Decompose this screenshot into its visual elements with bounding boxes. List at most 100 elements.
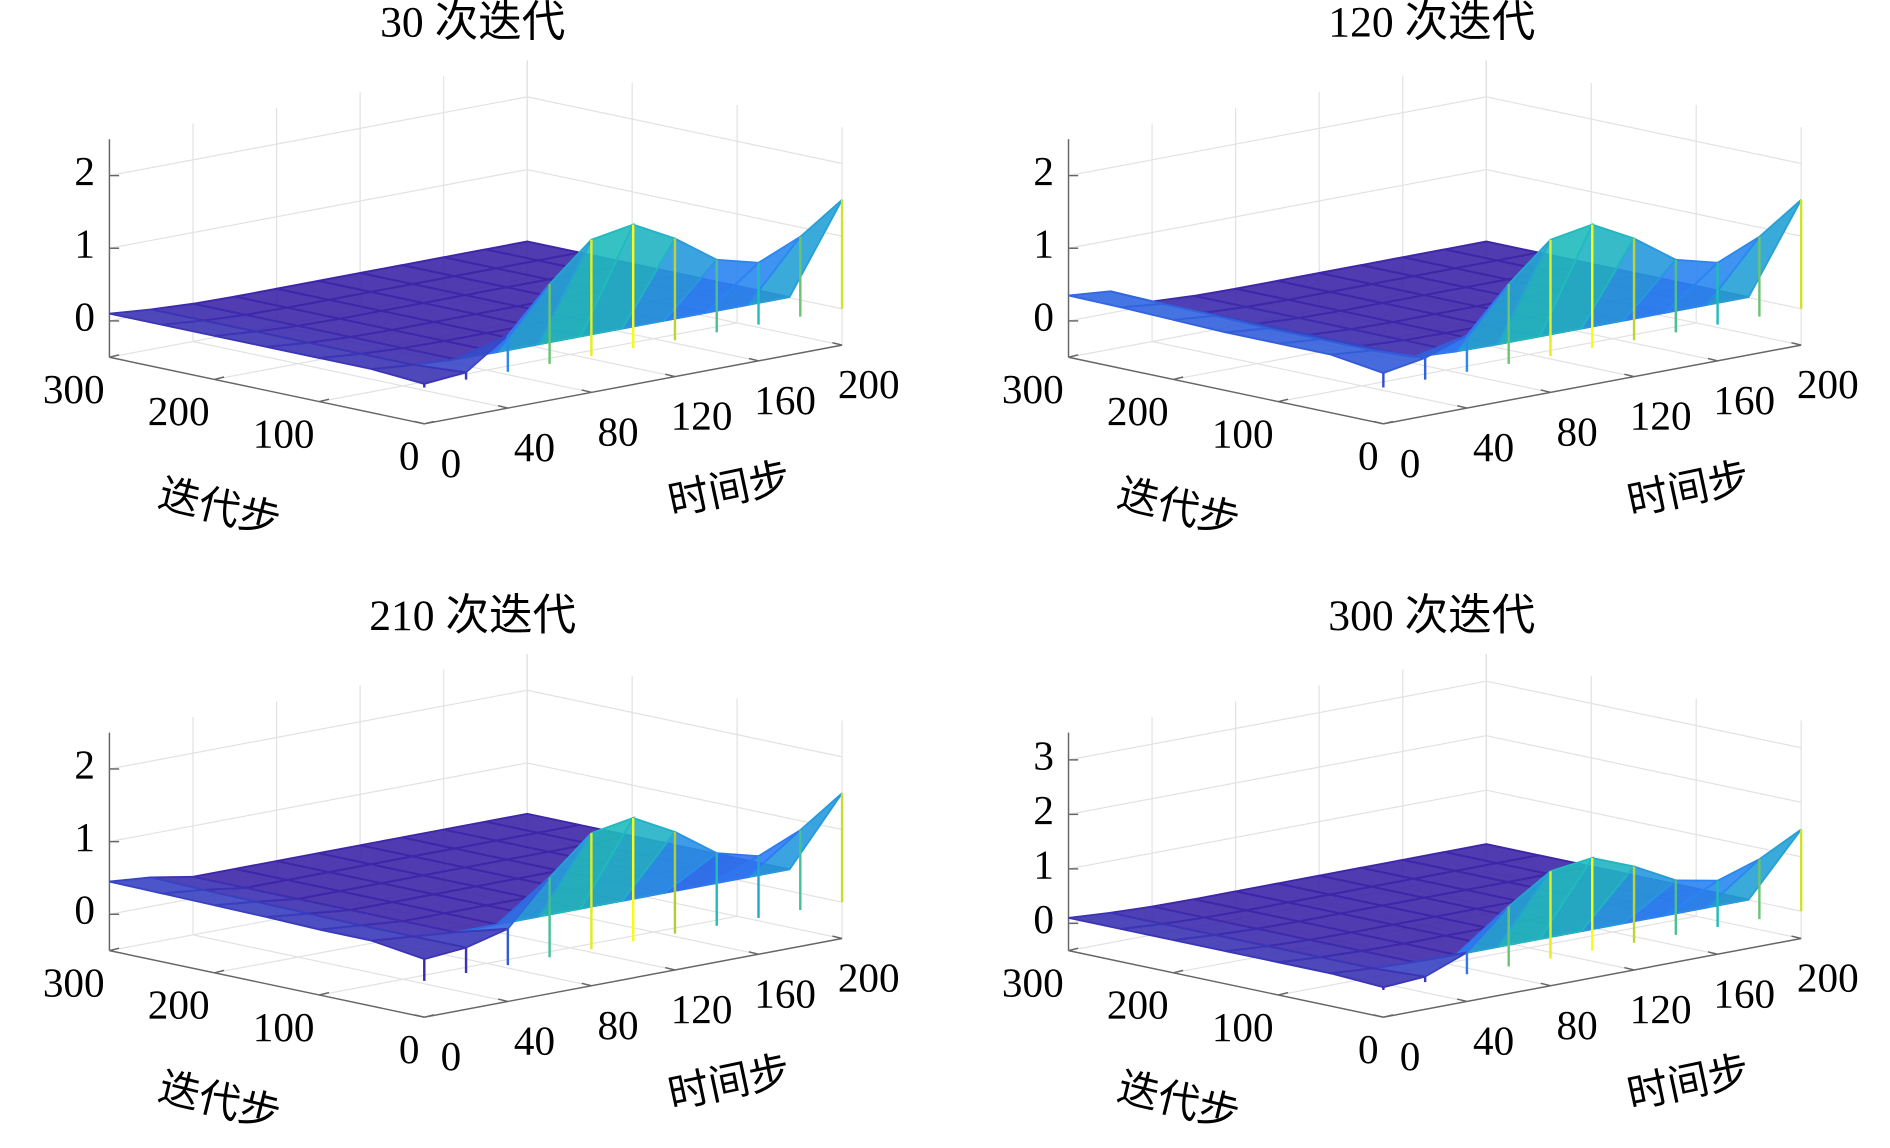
x-tick-label: 120 <box>1630 393 1692 439</box>
y-tick-label: 100 <box>253 410 315 456</box>
y-tick-label: 100 <box>1212 1004 1274 1050</box>
x-tick-label: 80 <box>597 1002 638 1048</box>
tick-mark <box>1278 991 1289 996</box>
grid-line <box>109 168 528 249</box>
tick-mark <box>424 420 435 425</box>
x-tick-label: 40 <box>514 1018 555 1064</box>
y-tick-label: 0 <box>1358 433 1379 479</box>
grid-line <box>1068 96 1487 177</box>
tick-mark <box>319 398 330 403</box>
grid-line <box>1068 789 1487 870</box>
z-tick-label: 1 <box>1033 221 1054 267</box>
y-tick-label: 0 <box>399 433 420 479</box>
panel: 300 次迭代 0 1 2 3 0 100 200 300 0 40 80 120 160 200 迭代步 时间… <box>1002 592 1859 1138</box>
tick-mark <box>1791 341 1802 346</box>
z-tick-label: 3 <box>1033 732 1054 778</box>
tick-mark <box>832 935 843 940</box>
y-axis-label: 迭代步 <box>1113 1063 1244 1138</box>
z-tick-label: 0 <box>74 293 95 339</box>
y-tick-label: 200 <box>148 388 210 434</box>
tick-mark <box>497 404 509 409</box>
axis-line <box>1068 949 1384 1018</box>
grid-line <box>1486 735 1802 803</box>
x-tick-label: 160 <box>754 377 816 423</box>
axis-line <box>109 949 425 1018</box>
x-tick-label: 0 <box>441 1033 462 1079</box>
x-tick-label: 80 <box>597 408 638 454</box>
grid-line <box>527 689 843 758</box>
grid-line <box>109 762 528 843</box>
y-tick-label: 100 <box>1212 410 1274 456</box>
x-axis-label: 时间步 <box>1623 454 1753 525</box>
z-tick-label: 2 <box>1033 148 1054 194</box>
grid-line <box>1068 680 1487 761</box>
y-tick-label: 300 <box>43 366 105 412</box>
grid-line <box>109 96 528 177</box>
surface-cell <box>1704 199 1802 307</box>
x-tick-label: 120 <box>671 986 733 1032</box>
tick-mark <box>1540 982 1551 987</box>
x-tick-label: 160 <box>1713 377 1775 423</box>
y-axis-label: 迭代步 <box>154 1063 285 1138</box>
tick-mark <box>665 966 676 971</box>
tick-mark <box>1624 966 1635 971</box>
axis-line <box>109 356 425 425</box>
tick-mark <box>319 991 330 996</box>
grid-line <box>1278 915 1697 996</box>
tick-mark <box>665 373 676 378</box>
x-tick-label: 80 <box>1557 1002 1598 1048</box>
grid-line <box>1068 168 1487 249</box>
grid-line <box>192 340 508 409</box>
chart-title: 30 次迭代 <box>380 0 565 47</box>
tick-mark <box>1707 951 1718 955</box>
tick-mark <box>1707 357 1718 362</box>
y-tick-label: 300 <box>1002 959 1064 1005</box>
grid-line <box>527 168 843 237</box>
z-tick-label: 0 <box>1033 896 1054 942</box>
chart-title: 210 次迭代 <box>369 592 576 640</box>
axis-line <box>1383 937 1802 1018</box>
y-tick-label: 200 <box>148 982 210 1028</box>
tick-mark <box>748 951 759 955</box>
x-tick-label: 120 <box>671 393 733 439</box>
y-tick-label: 200 <box>1107 982 1169 1028</box>
z-tick-label: 2 <box>1033 787 1054 833</box>
x-tick-label: 120 <box>1630 986 1692 1032</box>
x-tick-label: 0 <box>441 440 462 486</box>
tick-mark <box>414 1014 425 1018</box>
grid-line <box>109 689 528 770</box>
tick-mark <box>109 947 120 952</box>
y-axis-label: 迭代步 <box>1113 470 1244 545</box>
grid-line <box>319 915 738 996</box>
x-tick-label: 160 <box>754 970 816 1016</box>
y-tick-label: 100 <box>253 1004 315 1050</box>
grid-line <box>1486 680 1802 749</box>
z-tick-label: 1 <box>74 221 95 267</box>
x-tick-label: 200 <box>1797 361 1859 407</box>
grid-line <box>319 322 738 403</box>
tick-mark <box>1540 389 1551 394</box>
tick-mark <box>748 357 759 362</box>
grid-line <box>527 96 843 165</box>
surface-cell <box>371 935 467 961</box>
y-tick-label: 0 <box>399 1026 420 1072</box>
tick-mark <box>1068 354 1079 358</box>
grid-line <box>1151 340 1468 409</box>
grid-line <box>192 934 508 1003</box>
x-tick-label: 40 <box>514 424 555 470</box>
tick-mark <box>1457 998 1468 1003</box>
z-tick-label: 2 <box>74 148 95 194</box>
z-tick-label: 1 <box>74 814 95 860</box>
y-tick-label: 300 <box>1002 366 1064 412</box>
x-tick-label: 40 <box>1473 424 1514 470</box>
grid-line <box>1486 96 1802 165</box>
surface-cell <box>745 199 843 307</box>
surface-cell <box>371 363 467 385</box>
tick-mark <box>109 354 120 358</box>
tick-mark <box>1383 1014 1394 1018</box>
x-tick-label: 40 <box>1473 1018 1514 1064</box>
